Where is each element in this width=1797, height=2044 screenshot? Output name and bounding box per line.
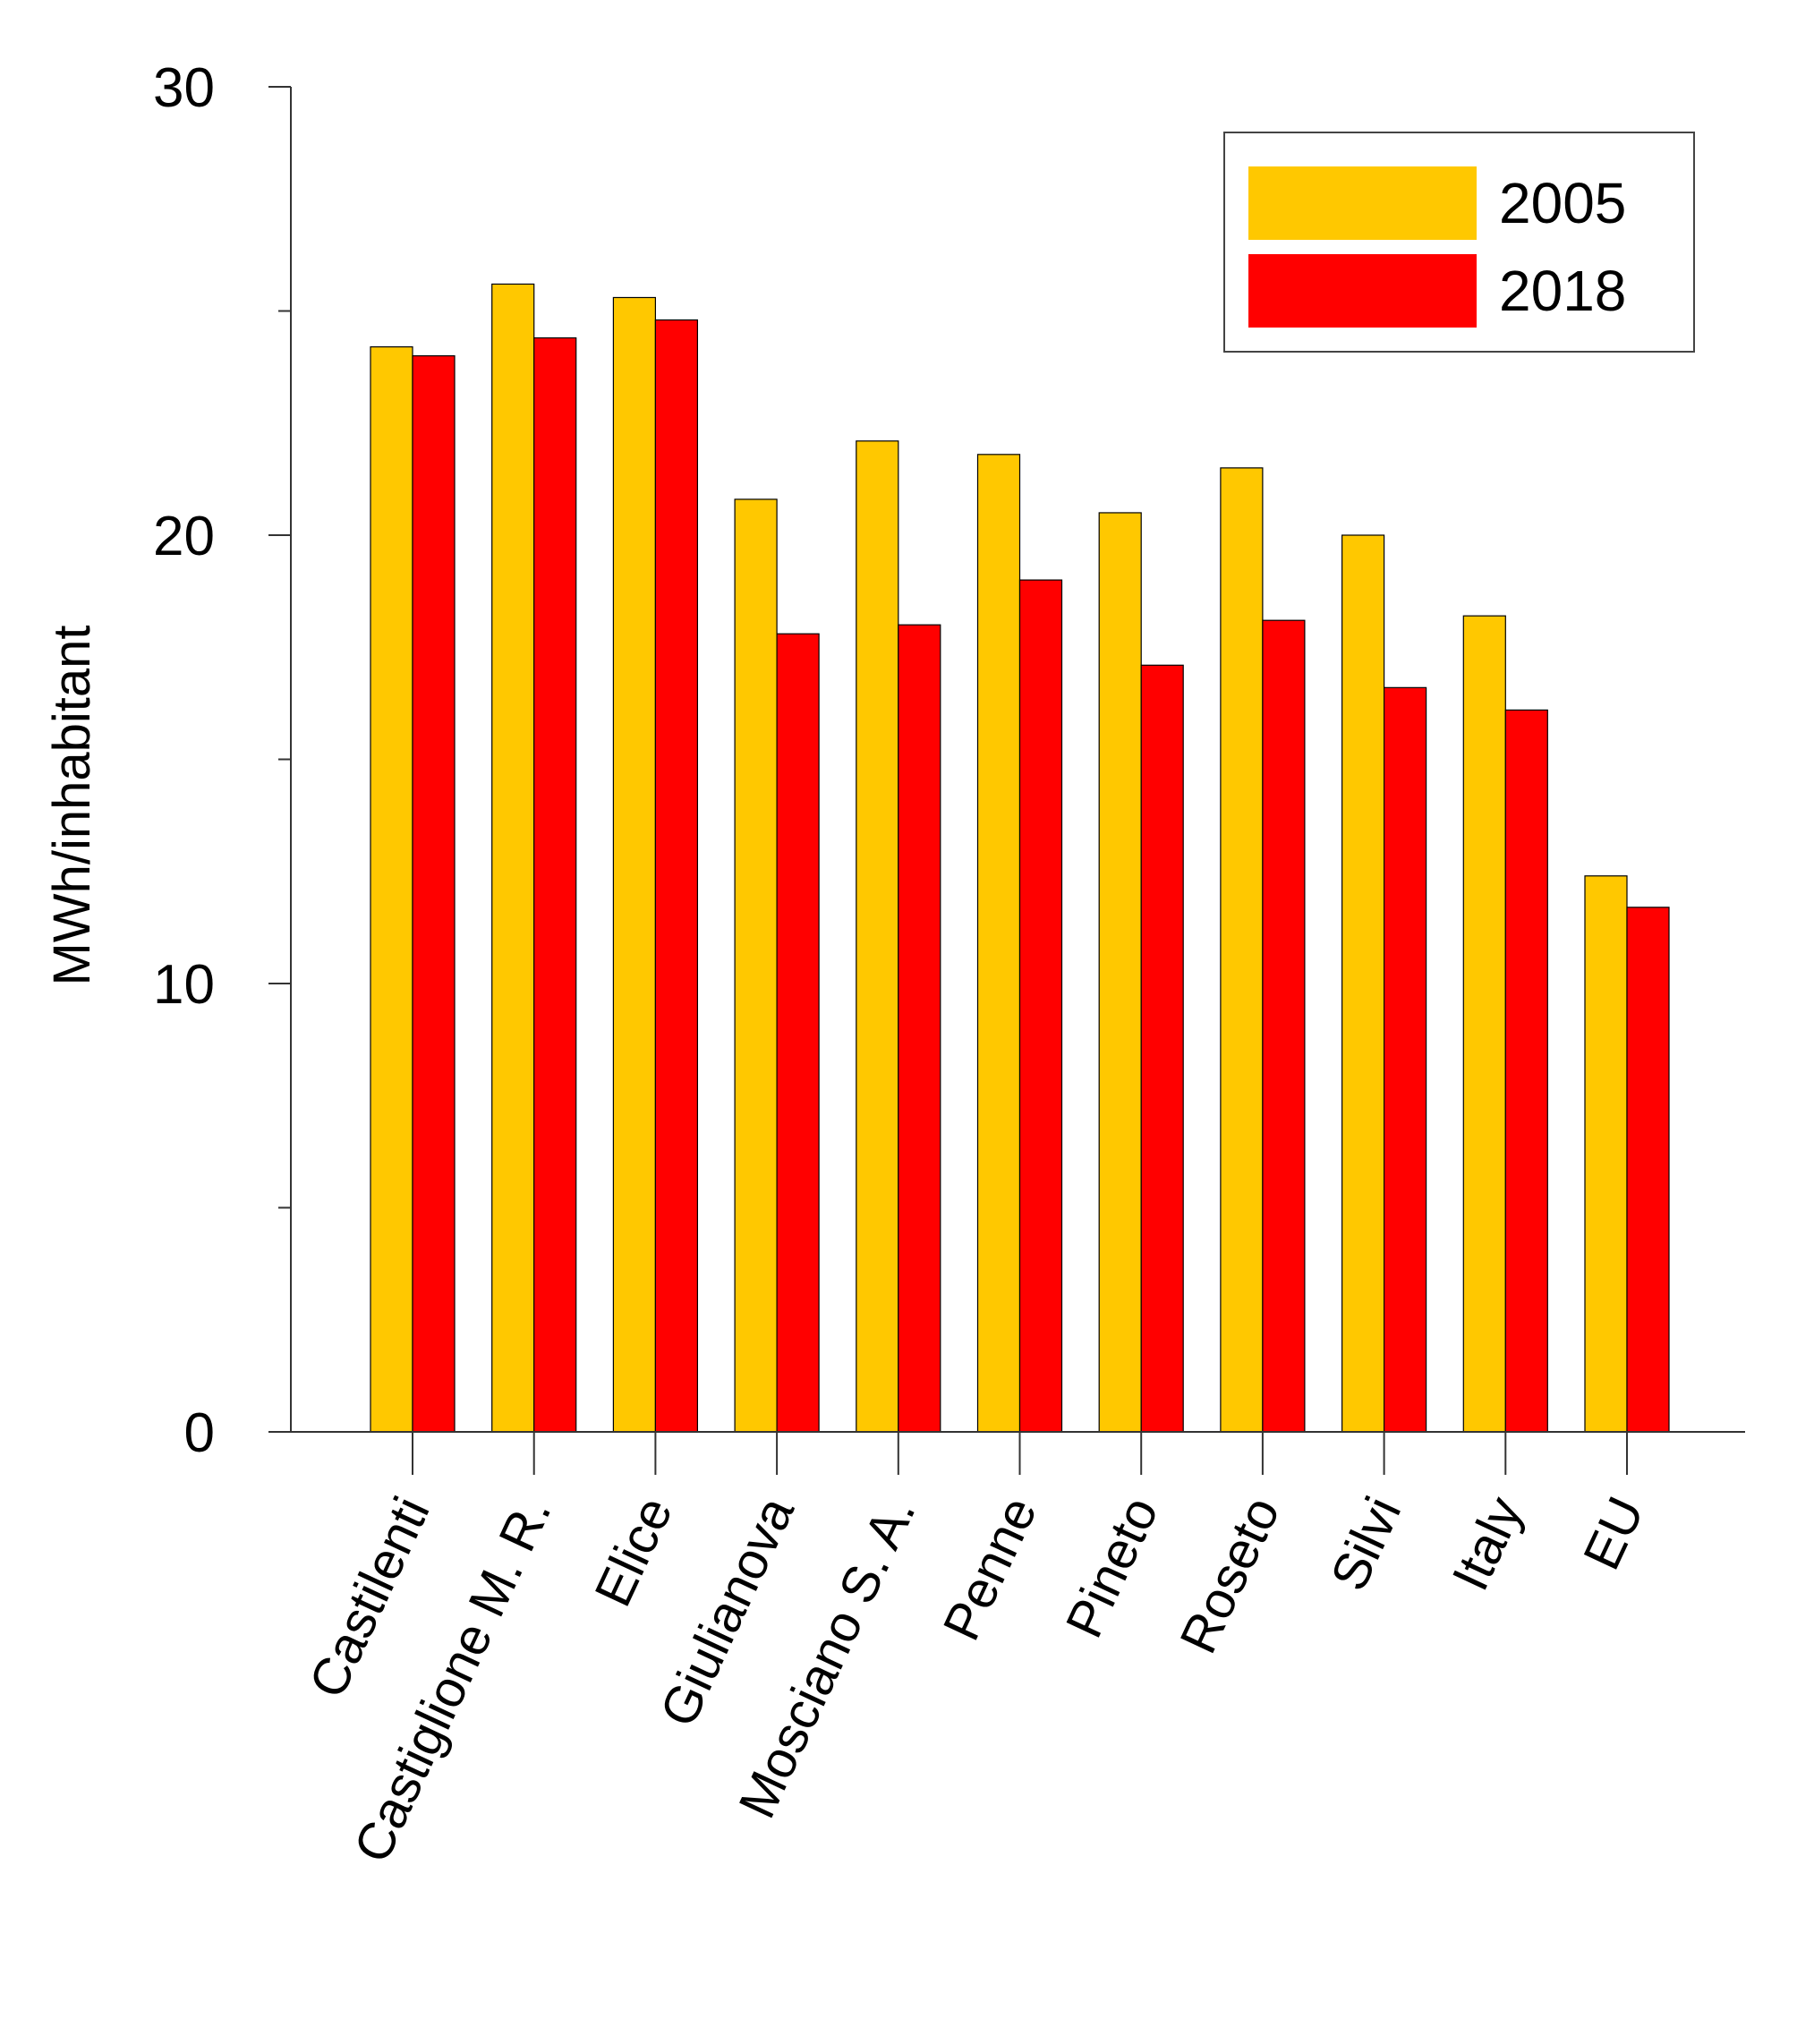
bar-2005-roseto — [1220, 467, 1264, 1433]
bar-2005-penne — [976, 454, 1021, 1433]
bar-2005-castilenti — [370, 345, 413, 1433]
bar-2005-mosciano-s-a — [856, 440, 899, 1433]
bar-2005-giulianova — [734, 498, 778, 1433]
x-tick-label-11: EU — [1572, 1488, 1656, 1578]
x-tick-label-3: Elice — [583, 1488, 684, 1614]
bar-2005-silvi — [1341, 534, 1385, 1433]
bar-2005-italy — [1462, 615, 1506, 1433]
legend-swatch-2005 — [1248, 166, 1477, 240]
bar-2005-castiglione-m-r — [491, 283, 535, 1433]
bar-2018-penne — [1018, 579, 1063, 1433]
y-tick-label-10: 10 — [153, 954, 215, 1016]
bar-2018-giulianova — [776, 633, 820, 1433]
bar-2018-mosciano-s-a — [898, 624, 941, 1433]
y-tick-label-0: 0 — [184, 1402, 215, 1464]
bar-2018-castilenti — [412, 355, 456, 1433]
bar-2018-roseto — [1262, 619, 1306, 1433]
bar-2005-pineto — [1098, 512, 1142, 1433]
y-tick-label-20: 20 — [153, 506, 215, 567]
legend-label-2018: 2018 — [1499, 259, 1626, 323]
y-tick-label-30: 30 — [153, 57, 215, 119]
x-tick-label-6: Penne — [932, 1488, 1048, 1648]
bar-2005-eu — [1584, 875, 1628, 1433]
bar-2018-pineto — [1140, 664, 1184, 1433]
bar-2018-silvi — [1383, 686, 1427, 1433]
x-tick-label-9: Silvi — [1320, 1488, 1413, 1599]
y-axis-title: MWh/inhabitant — [43, 626, 101, 986]
bar-2018-castiglione-m-r — [533, 336, 577, 1433]
x-tick-label-10: Italy — [1441, 1488, 1534, 1599]
bar-2018-eu — [1626, 907, 1670, 1433]
legend-swatch-2018 — [1248, 254, 1477, 328]
bars-layer — [370, 283, 1670, 1433]
legend-label-2005: 2005 — [1499, 171, 1626, 235]
x-tick-label-7: Pineto — [1055, 1488, 1170, 1647]
x-tick-label-8: Roseto — [1169, 1488, 1291, 1662]
bar-2018-elice — [654, 319, 699, 1433]
bar-2018-italy — [1504, 709, 1548, 1433]
legend: 2005 2018 — [1223, 132, 1695, 353]
bar-2005-elice — [612, 296, 657, 1433]
x-tick-label-1: Castilenti — [298, 1488, 441, 1707]
